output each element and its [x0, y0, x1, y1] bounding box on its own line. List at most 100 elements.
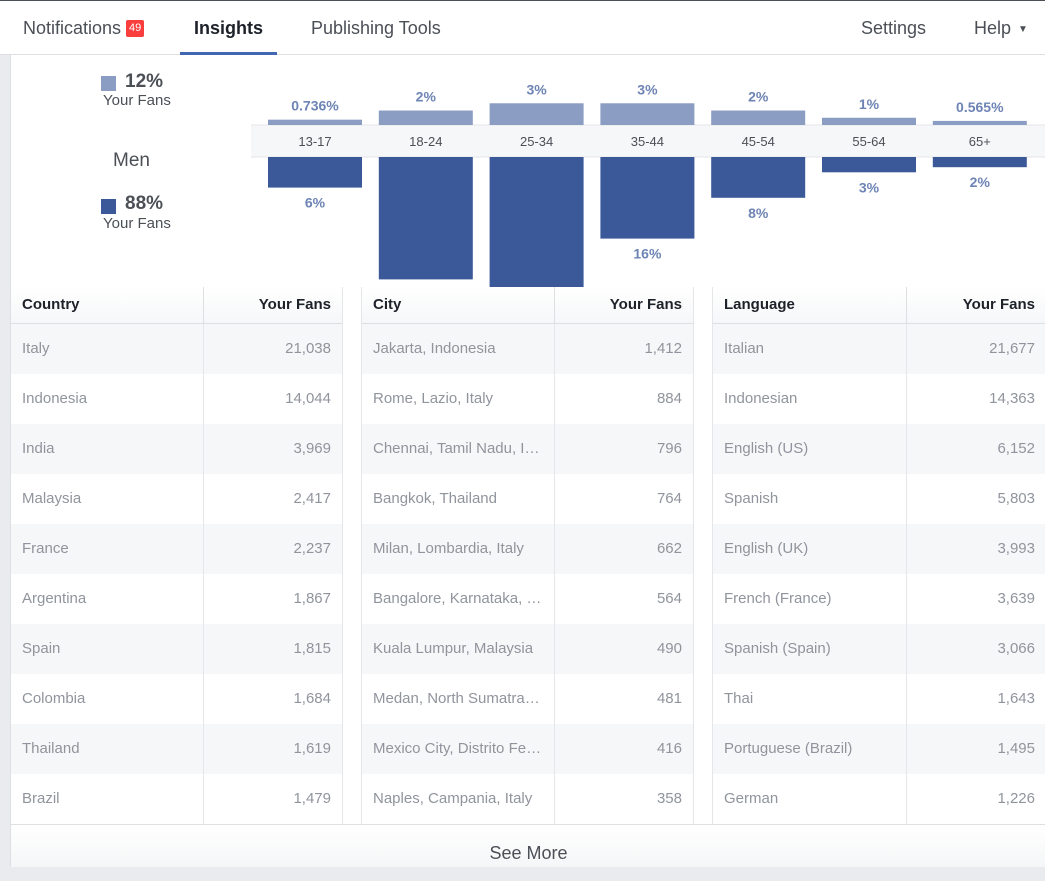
table-row: Malaysia 2,417 [11, 474, 342, 524]
table-row: French (France) 3,639 [713, 574, 1045, 624]
tab-settings-label: Settings [861, 18, 927, 38]
language-fans-cell: 21,677 [989, 340, 1035, 357]
tab-insights[interactable]: Insights [180, 1, 278, 55]
table-row: Naples, Campania, Italy 358 [362, 774, 693, 824]
country-fans-column-header[interactable]: Your Fans [258, 296, 331, 313]
table-row: Bangkok, Thailand 764 [362, 474, 693, 524]
language-fans-cell: 5,803 [997, 490, 1035, 507]
women-bar-35-44[interactable] [600, 103, 695, 125]
women-bar-65+[interactable] [932, 120, 1027, 125]
table-divider [693, 287, 713, 824]
country-name-cell: Brazil [11, 774, 204, 824]
men-bar-label: 24% [412, 286, 441, 287]
tab-publishing-tools-label: Publishing Tools [311, 18, 441, 38]
men-bar-label: 16% [633, 246, 662, 262]
age-gender-bar-chart: 0.736%6%2%24%3%29%3%16%2%8%1%3%0.565%2%1… [251, 81, 1045, 287]
language-fans-column-header[interactable]: Your Fans [962, 296, 1035, 313]
table-row: Thai 1,643 [713, 674, 1045, 724]
men-bar-label: 2% [970, 174, 991, 190]
table-row: Thailand 1,619 [11, 724, 342, 774]
table-row: Colombia 1,684 [11, 674, 342, 724]
country-name-cell: Malaysia [11, 474, 204, 524]
language-fans-cell: 1,226 [997, 790, 1035, 807]
country-name-cell: France [11, 524, 204, 574]
tab-publishing-tools[interactable]: Publishing Tools [311, 1, 441, 55]
men-swatch [101, 199, 116, 214]
age-category-label: 35-44 [631, 134, 664, 149]
city-fans-cell: 662 [656, 540, 682, 557]
men-percent: 88% [125, 193, 164, 214]
table-row: English (US) 6,152 [713, 424, 1045, 474]
country-table-header: Country Your Fans [11, 287, 342, 324]
city-fans-cell: 481 [656, 690, 682, 707]
table-row: Spanish 5,803 [713, 474, 1045, 524]
men-bar-55-64[interactable] [822, 157, 916, 173]
tab-insights-label: Insights [194, 18, 264, 38]
women-bar-45-54[interactable] [711, 110, 806, 125]
city-name-cell: Chennai, Tamil Nadu, I… [362, 424, 555, 474]
language-name-cell: French (France) [713, 574, 907, 624]
table-row: English (UK) 3,993 [713, 524, 1045, 574]
gender-legend: 12% Your Fans Men 88% Your Fans [11, 55, 251, 287]
city-fans-column-header[interactable]: Your Fans [609, 296, 682, 313]
top-nav-bar: Notifications 49 Insights Publishing Tool… [0, 0, 1045, 55]
city-fans-cell: 490 [656, 640, 682, 657]
country-fans-cell: 1,867 [293, 590, 331, 607]
language-name-cell: Italian [713, 324, 907, 374]
women-bar-label: 0.565% [956, 99, 1004, 115]
table-row: Italian 21,677 [713, 324, 1045, 374]
women-bar-label: 2% [748, 89, 769, 105]
men-bar-35-44[interactable] [600, 157, 695, 239]
language-table-header: Language Your Fans [713, 287, 1045, 324]
table-row: Bangalore, Karnataka, … 564 [362, 574, 693, 624]
age-band [251, 125, 1045, 157]
table-row: Mexico City, Distrito Fe… 416 [362, 724, 693, 774]
language-name-cell: English (US) [713, 424, 907, 474]
women-bar-18-24[interactable] [378, 110, 473, 125]
city-fans-cell: 358 [656, 790, 682, 807]
notifications-count-badge: 49 [126, 20, 145, 37]
country-fans-cell: 14,044 [285, 390, 331, 407]
language-fans-cell: 1,495 [997, 740, 1035, 757]
tab-settings[interactable]: Settings [861, 1, 926, 55]
women-your-fans-label: Your Fans [103, 92, 171, 109]
table-row: Kuala Lumpur, Malaysia 490 [362, 624, 693, 674]
women-percent: 12% [125, 71, 164, 92]
age-category-label: 25-34 [520, 134, 553, 149]
table-row: Chennai, Tamil Nadu, I… 796 [362, 424, 693, 474]
table-divider [342, 287, 362, 824]
men-bar-18-24[interactable] [378, 157, 473, 280]
table-row: Spain 1,815 [11, 624, 342, 674]
language-fans-cell: 1,643 [997, 690, 1035, 707]
men-your-fans-label: Your Fans [103, 215, 171, 232]
country-name-cell: Colombia [11, 674, 204, 724]
table-row: Medan, North Sumatra,… 481 [362, 674, 693, 724]
tab-notifications[interactable]: Notifications 49 [23, 1, 145, 55]
men-bar-25-34[interactable] [489, 157, 584, 287]
city-name-cell: Kuala Lumpur, Malaysia [362, 624, 555, 674]
men-bar-13-17[interactable] [268, 157, 362, 188]
country-column-header[interactable]: Country [11, 287, 204, 323]
country-fans-cell: 21,038 [285, 340, 331, 357]
women-bar-13-17[interactable] [268, 119, 362, 125]
city-name-cell: Naples, Campania, Italy [362, 774, 555, 824]
men-bar-45-54[interactable] [711, 157, 806, 198]
tab-help-label: Help [974, 18, 1012, 38]
women-bar-label: 0.736% [291, 98, 339, 114]
language-column-header[interactable]: Language [713, 287, 907, 323]
city-table-header: City Your Fans [362, 287, 693, 324]
language-name-cell: Portuguese (Brazil) [713, 724, 907, 774]
women-bar-55-64[interactable] [822, 117, 916, 125]
age-category-label: 45-54 [742, 134, 775, 149]
age-category-label: 65+ [969, 134, 991, 149]
city-column-header[interactable]: City [362, 287, 555, 323]
table-row: India 3,969 [11, 424, 342, 474]
men-bar-65+[interactable] [932, 157, 1027, 168]
city-name-cell: Rome, Lazio, Italy [362, 374, 555, 424]
table-row: France 2,237 [11, 524, 342, 574]
language-name-cell: Spanish [713, 474, 907, 524]
women-bar-25-34[interactable] [489, 103, 584, 125]
country-name-cell: India [11, 424, 204, 474]
tab-help[interactable]: Help ▼ [974, 1, 1028, 55]
see-more-button[interactable]: See More [11, 824, 1045, 867]
